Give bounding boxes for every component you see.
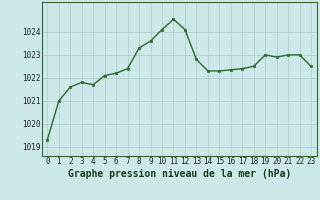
X-axis label: Graphe pression niveau de la mer (hPa): Graphe pression niveau de la mer (hPa) bbox=[68, 169, 291, 179]
